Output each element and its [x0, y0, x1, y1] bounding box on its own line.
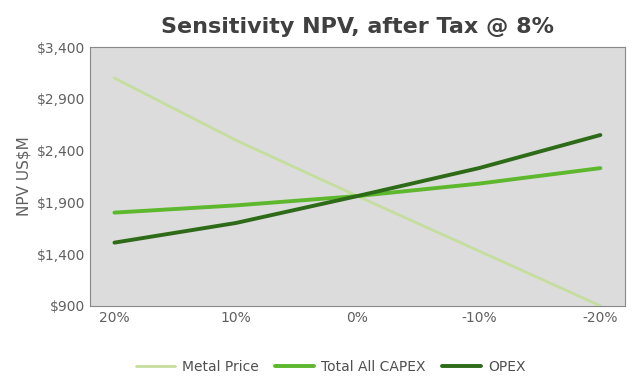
- Total All CAPEX: [596, 166, 604, 171]
- Metal Price: [596, 303, 604, 308]
- Legend: Metal Price, Total All CAPEX, OPEX: Metal Price, Total All CAPEX, OPEX: [130, 354, 531, 379]
- Y-axis label: NPV US$M: NPV US$M: [16, 136, 32, 216]
- OPEX: [596, 132, 604, 137]
- Title: Sensitivity NPV, after Tax @ 8%: Sensitivity NPV, after Tax @ 8%: [161, 17, 554, 37]
- Total All CAPEX: [111, 210, 118, 215]
- Line: OPEX: OPEX: [115, 135, 600, 243]
- Total All CAPEX: [354, 194, 361, 198]
- Line: Total All CAPEX: Total All CAPEX: [115, 168, 600, 212]
- Total All CAPEX: [475, 181, 483, 186]
- Metal Price: [232, 138, 240, 143]
- Total All CAPEX: [232, 203, 240, 208]
- Metal Price: [111, 76, 118, 80]
- OPEX: [354, 194, 361, 198]
- Metal Price: [475, 249, 483, 253]
- OPEX: [475, 166, 483, 171]
- OPEX: [111, 240, 118, 245]
- Metal Price: [354, 194, 361, 198]
- OPEX: [232, 221, 240, 225]
- Line: Metal Price: Metal Price: [115, 78, 600, 306]
